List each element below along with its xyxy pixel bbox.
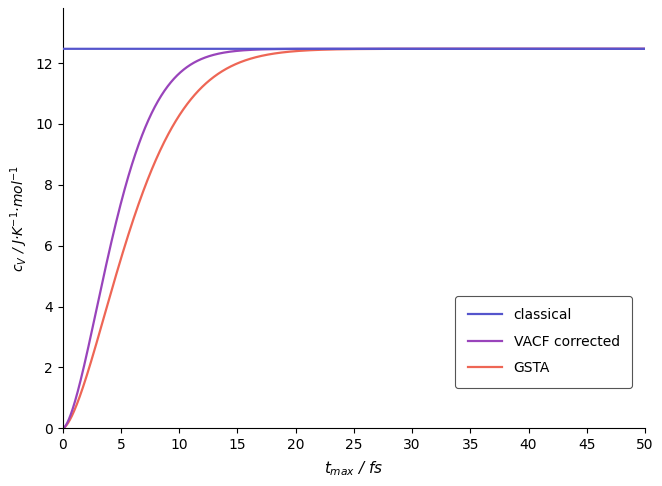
GSTA xyxy=(624,46,632,52)
classical xyxy=(624,46,632,52)
Line: VACF corrected: VACF corrected xyxy=(63,49,645,428)
classical xyxy=(624,46,632,52)
classical xyxy=(89,46,97,52)
GSTA xyxy=(326,47,334,52)
VACF corrected xyxy=(641,46,649,52)
VACF corrected xyxy=(326,46,334,52)
VACF corrected xyxy=(59,425,67,431)
Y-axis label: $c_V$ / J·K$^{-1}$·mol$^{-1}$: $c_V$ / J·K$^{-1}$·mol$^{-1}$ xyxy=(9,165,30,272)
GSTA xyxy=(342,46,350,52)
classical xyxy=(641,46,649,52)
GSTA xyxy=(641,46,649,52)
X-axis label: $t_{max}$ / fs: $t_{max}$ / fs xyxy=(324,459,384,478)
VACF corrected xyxy=(636,46,644,52)
VACF corrected xyxy=(624,46,632,52)
VACF corrected xyxy=(624,46,632,52)
classical xyxy=(326,46,334,52)
VACF corrected xyxy=(342,46,350,52)
classical xyxy=(517,46,525,52)
classical xyxy=(59,46,67,52)
VACF corrected xyxy=(89,325,97,330)
GSTA xyxy=(89,354,97,360)
Line: GSTA: GSTA xyxy=(63,49,645,428)
Legend: classical, VACF corrected, GSTA: classical, VACF corrected, GSTA xyxy=(455,296,632,388)
classical xyxy=(342,46,350,52)
GSTA xyxy=(517,46,525,52)
GSTA xyxy=(624,46,632,52)
GSTA xyxy=(59,425,67,431)
VACF corrected xyxy=(517,46,525,52)
